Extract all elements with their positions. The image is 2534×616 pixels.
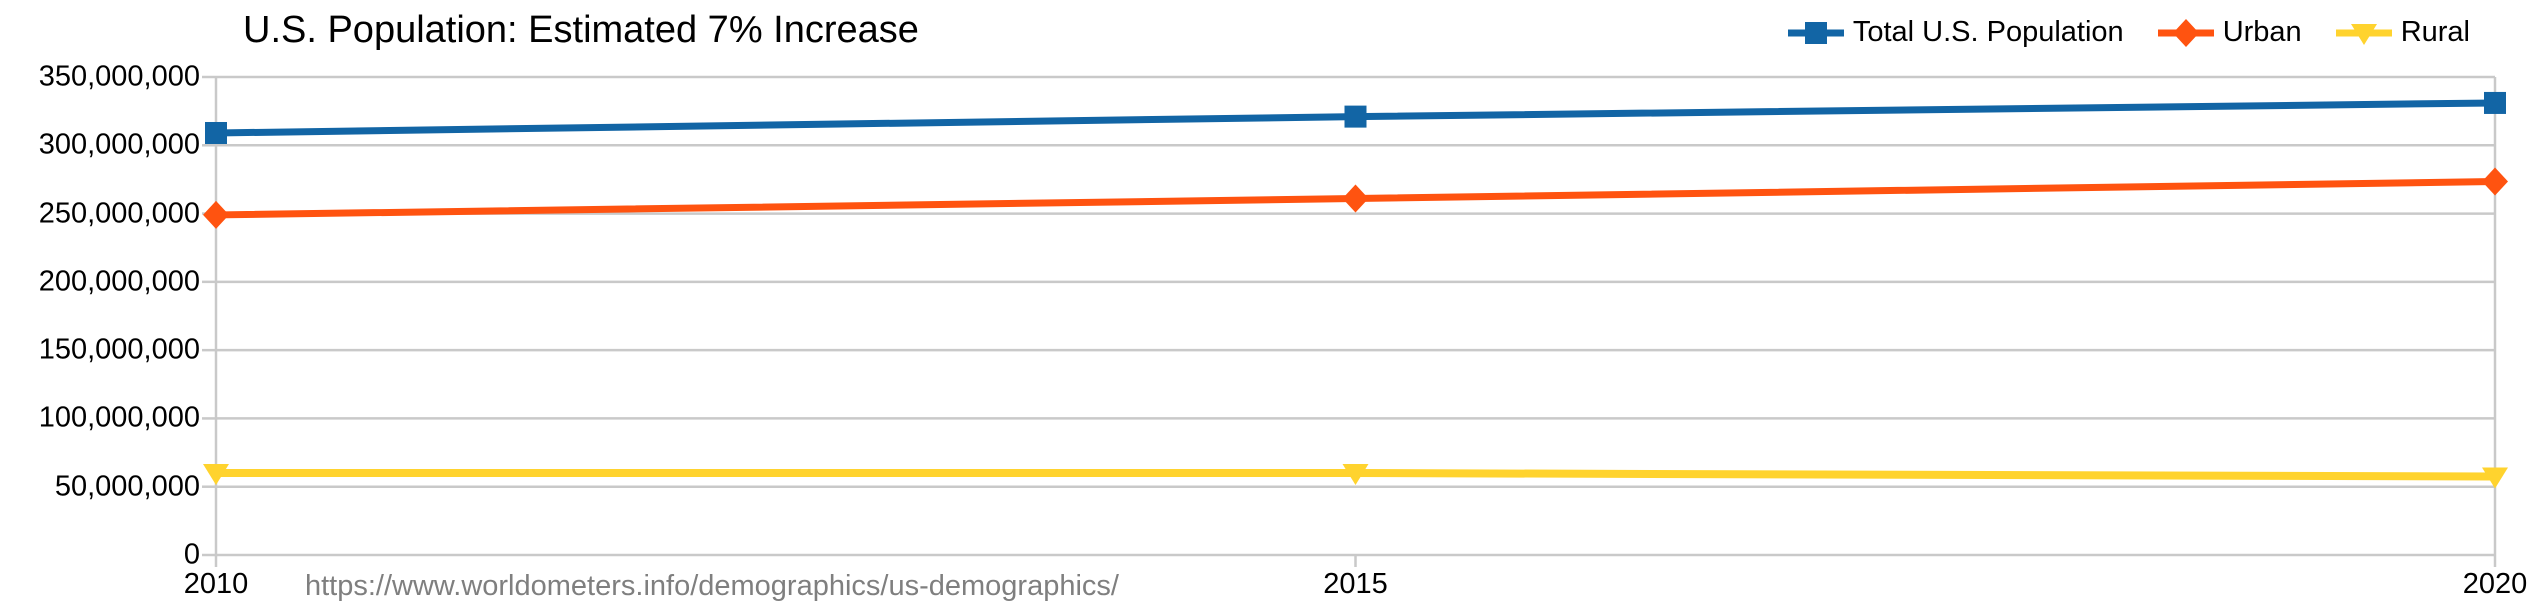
legend-item-rural: Rural: [2335, 16, 2470, 49]
y-axis-label: 100,000,000: [38, 401, 200, 434]
y-axis-label: 200,000,000: [38, 265, 200, 298]
marker-triangle-down: [203, 464, 229, 486]
y-axis-label: 300,000,000: [38, 128, 200, 161]
legend-item-urban: Urban: [2157, 16, 2302, 49]
y-axis-label: 350,000,000: [38, 60, 200, 93]
marker-square: [2484, 91, 2506, 114]
marker-square: [1344, 105, 1367, 128]
x-axis-label: 2010: [183, 568, 249, 600]
marker-square: [205, 121, 227, 144]
legend-item-label: Total U.S. Population: [1852, 16, 2124, 48]
x-axis-label: 2020: [2462, 568, 2528, 600]
marker-triangle-down: [2482, 467, 2508, 489]
square-legend-icon: [1787, 21, 1844, 44]
legend-item-total-u-s-population: Total U.S. Population: [1787, 16, 2124, 49]
marker-diamond: [1342, 184, 1369, 213]
marker-diamond: [203, 200, 229, 229]
x-axis-label: 2015: [1323, 568, 1388, 600]
marker-diamond: [2482, 167, 2508, 196]
legend: Total U.S. Population Urban Rural: [1787, 16, 2470, 49]
source-url: https://www.worldometers.info/demographi…: [305, 570, 1119, 602]
y-axis-label: 150,000,000: [38, 333, 200, 366]
y-axis-label: 0: [183, 538, 200, 571]
chart-title: U.S. Population: Estimated 7% Increase: [243, 9, 919, 51]
y-axis-label: 250,000,000: [38, 197, 200, 230]
y-axis-label: 50,000,000: [54, 470, 200, 503]
diamond-legend-icon: [2157, 18, 2214, 47]
legend-item-label: Rural: [2400, 16, 2470, 48]
marker-triangle-down: [1342, 464, 1369, 486]
legend-item-label: Urban: [2222, 16, 2302, 48]
triangle-down-legend-icon: [2335, 23, 2392, 45]
